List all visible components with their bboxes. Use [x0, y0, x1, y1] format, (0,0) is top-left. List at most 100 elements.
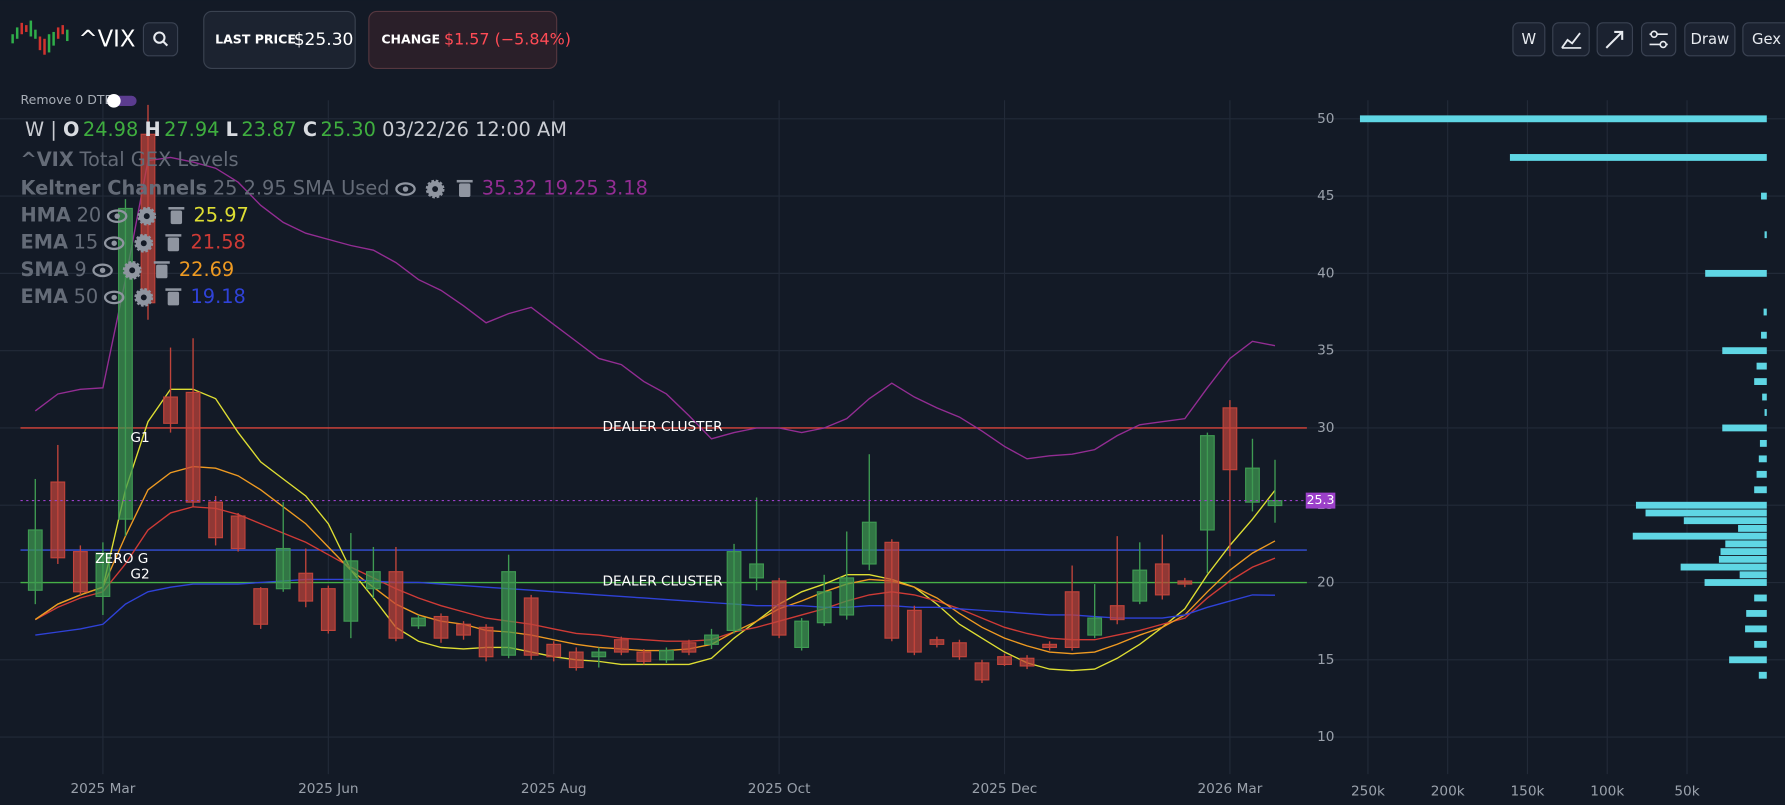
ohlc-low: 23.87 — [241, 117, 296, 140]
gex-bar — [1680, 563, 1767, 571]
gex-bar — [1745, 625, 1767, 633]
candle-body — [771, 580, 787, 636]
gex-bar — [1756, 362, 1767, 370]
y-tick-label: 50 — [1317, 111, 1334, 127]
eye-icon — [111, 240, 117, 246]
logo-bar — [61, 25, 64, 35]
legend-value: 22.69 — [179, 258, 234, 281]
gex-bar — [1720, 548, 1767, 556]
draw-button-bg[interactable] — [1684, 22, 1736, 57]
eye-icon — [99, 267, 106, 274]
candle-body — [230, 515, 246, 550]
candle-body — [1087, 617, 1103, 636]
candle-body — [591, 651, 607, 658]
draw-button[interactable]: Draw — [1684, 22, 1736, 57]
eye-icon — [103, 236, 125, 251]
trash-icon — [165, 234, 182, 237]
gex-bar — [1718, 555, 1767, 563]
ohlc-time: 03/22/26 12:00 AM — [382, 117, 567, 140]
search-button-bg[interactable] — [142, 22, 179, 57]
candle-body — [343, 560, 359, 622]
y-tick-label: 30 — [1317, 420, 1334, 436]
settings-button[interactable] — [1640, 22, 1677, 57]
trend-button[interactable] — [1596, 22, 1634, 57]
candle-body — [208, 501, 224, 539]
gex-bar — [1746, 610, 1767, 617]
gex-bar — [1359, 115, 1767, 123]
logo-bar — [52, 31, 55, 46]
trash-icon — [156, 264, 168, 279]
candle-body — [794, 620, 810, 649]
gex-bar — [1722, 347, 1767, 355]
logo-bar — [25, 25, 28, 32]
gex-bar — [1758, 671, 1767, 679]
candle-body — [163, 396, 178, 424]
eye-icon — [106, 209, 128, 223]
x-tick-label: 50k — [1674, 783, 1699, 799]
ohlc-close: 25.30 — [321, 117, 376, 140]
candle-body — [613, 639, 629, 653]
gex-bar — [1754, 378, 1767, 385]
search-icon — [162, 40, 169, 47]
candle-body — [411, 617, 426, 627]
level-label: DEALER CLUSTER — [602, 573, 723, 589]
search-button[interactable] — [142, 22, 179, 57]
ohlc-interval: W — [25, 117, 44, 140]
indicator-line — [34, 388, 1276, 672]
legend-name: EMA — [20, 285, 67, 308]
gex-bar — [1762, 393, 1767, 401]
settings-button-bg[interactable] — [1640, 22, 1677, 57]
candle-body — [95, 552, 111, 597]
candle-body — [997, 656, 1012, 666]
gex-bar — [1764, 231, 1767, 239]
interval-button[interactable]: W — [1512, 22, 1546, 57]
ohlc-open-label: O — [63, 117, 79, 140]
eye-icon — [395, 182, 416, 196]
trash-icon — [167, 291, 180, 306]
gex-bar — [1758, 455, 1767, 463]
candle-body — [365, 571, 381, 590]
candle-body — [659, 649, 674, 661]
candle-body — [816, 591, 832, 624]
trash-icon — [168, 207, 185, 210]
trash-icon — [170, 210, 183, 225]
candle-body — [861, 521, 877, 565]
level-label: ZERO G — [95, 551, 148, 567]
gex-button-bg[interactable] — [1742, 22, 1785, 57]
candle-body — [1132, 569, 1148, 602]
candle-body — [906, 609, 922, 653]
symbol: ^VIX — [79, 26, 136, 52]
x-tick-label: 2025 Oct — [748, 781, 811, 797]
gex-button[interactable]: Gex — [1742, 22, 1785, 57]
candle-body — [749, 563, 764, 579]
logo-bar — [66, 29, 69, 42]
y-tick-label: 10 — [1317, 729, 1334, 745]
x-tick-label: 200k — [1431, 783, 1465, 799]
gex-bar — [1756, 470, 1767, 478]
candle-body — [118, 207, 133, 520]
gex-bar — [1739, 571, 1767, 579]
candle-body — [253, 588, 269, 625]
ohlc-separator: | — [50, 117, 57, 140]
legend-params: 9 — [74, 258, 86, 281]
toggle-label: Remove 0 DTE — [20, 92, 112, 107]
gex-bar — [1683, 517, 1767, 525]
x-tick-label: 100k — [1590, 783, 1624, 799]
toggle-knob[interactable] — [107, 93, 121, 108]
candle-body — [546, 643, 562, 658]
logo-bar — [15, 27, 19, 39]
change-box — [368, 10, 558, 69]
candle-body — [1109, 605, 1125, 621]
gex-bar — [1645, 509, 1767, 517]
draw-button-label: Draw — [1691, 31, 1730, 48]
indicator-line — [34, 465, 1276, 655]
last-price-tag — [1305, 492, 1336, 509]
indicators-button-bg[interactable] — [1552, 22, 1590, 57]
interval-button-bg[interactable] — [1512, 22, 1546, 57]
candle-body — [1267, 500, 1283, 507]
legend-params: 50 — [74, 285, 99, 308]
level-label: DEALER CLUSTER — [602, 419, 723, 435]
last-price-label: LAST PRICE — [215, 31, 296, 46]
indicators-button[interactable] — [1552, 22, 1590, 57]
